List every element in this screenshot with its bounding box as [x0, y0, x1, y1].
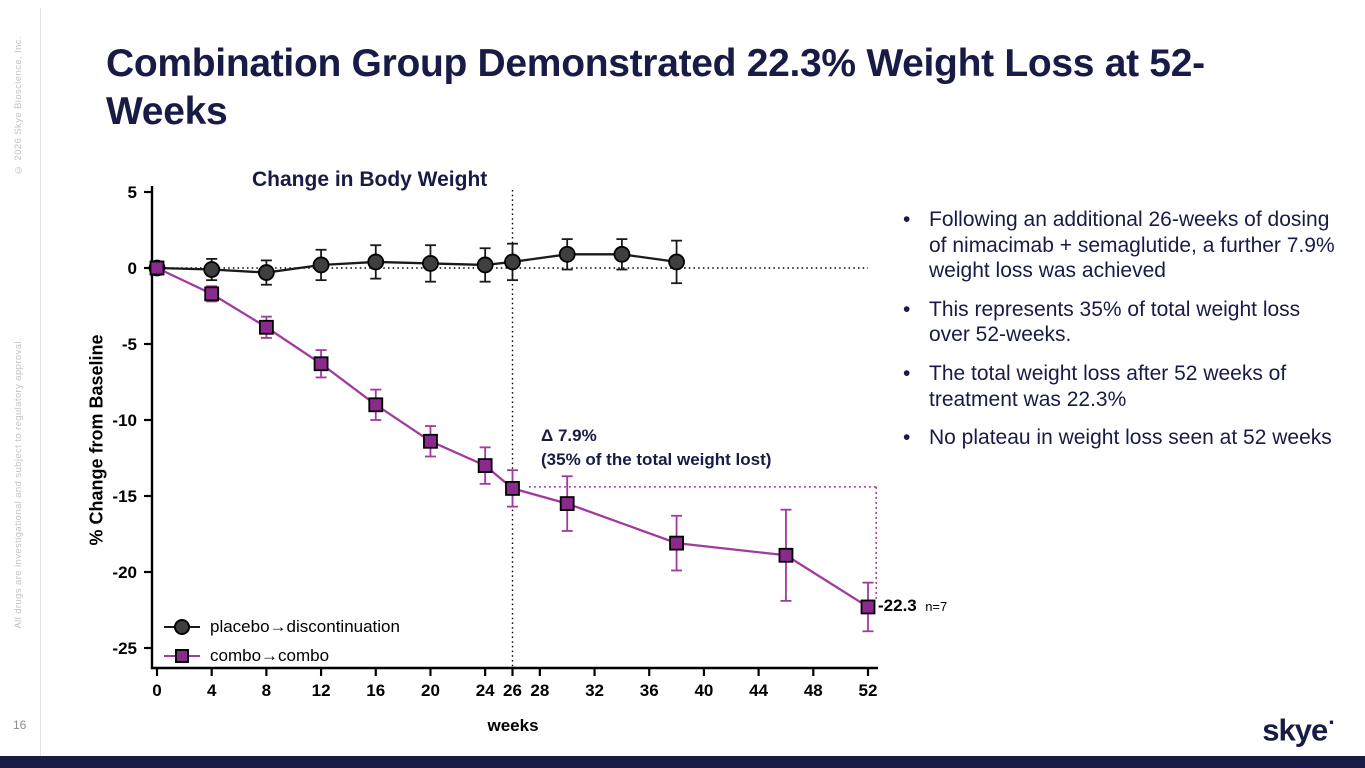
legend-label-combo: combo→combo — [210, 645, 330, 665]
bullet-item: The total weight loss after 52 weeks of … — [903, 361, 1337, 412]
bullet-item: Following an additional 26-weeks of dosi… — [903, 207, 1337, 284]
svg-text:0: 0 — [128, 259, 137, 278]
delta-annotation: Δ 7.9% (35% of the total weight lost) — [541, 424, 771, 472]
svg-text:52: 52 — [859, 681, 878, 700]
svg-text:36: 36 — [640, 681, 659, 700]
disclaimer-vertical-text: All drugs are investigational and subjec… — [13, 338, 24, 629]
svg-text:24: 24 — [476, 681, 495, 700]
legend-line-placebo — [164, 618, 200, 635]
svg-text:-10: -10 — [112, 411, 137, 430]
svg-text:16: 16 — [366, 681, 385, 700]
bottom-accent-bar — [0, 756, 1365, 768]
chart-title: Change in Body Weight — [252, 168, 488, 191]
logo-word: skye — [1262, 712, 1328, 747]
svg-text:4: 4 — [207, 681, 217, 700]
svg-text:40: 40 — [694, 681, 713, 700]
svg-text:-20: -20 — [112, 563, 137, 582]
svg-text:44: 44 — [749, 681, 768, 700]
svg-text:26: 26 — [503, 681, 522, 700]
endpoint-label: -22.3 n=7 — [878, 596, 947, 616]
svg-text:32: 32 — [585, 681, 604, 700]
legend-item-combo: combo→combo — [164, 641, 400, 670]
endpoint-value: -22.3 — [878, 596, 917, 615]
svg-text:12: 12 — [312, 681, 331, 700]
left-divider — [40, 8, 41, 756]
logo-dot: · — [1328, 708, 1336, 735]
bullet-item: No plateau in weight loss seen at 52 wee… — [903, 425, 1337, 451]
svg-text:20: 20 — [421, 681, 440, 700]
svg-text:48: 48 — [804, 681, 823, 700]
bullet-item: This represents 35% of total weight loss… — [903, 297, 1337, 348]
y-axis-title: % Change from Baseline — [86, 334, 107, 546]
skye-logo: skye· — [1262, 708, 1336, 748]
svg-text:-15: -15 — [112, 487, 137, 506]
endpoint-n: n=7 — [925, 599, 948, 614]
circle-marker-icon — [174, 618, 190, 635]
x-axis-title: weeks — [487, 716, 539, 735]
page-number: 16 — [13, 718, 27, 732]
svg-text:-5: -5 — [122, 335, 137, 354]
svg-text:5: 5 — [128, 183, 137, 202]
slide-title: Combination Group Demonstrated 22.3% Wei… — [106, 42, 1205, 133]
delta-value: Δ 7.9% — [541, 426, 597, 445]
bullet-list: Following an additional 26-weeks of dosi… — [903, 207, 1337, 464]
legend-line-combo — [164, 648, 200, 663]
delta-subtext: (35% of the total weight lost) — [541, 449, 772, 469]
legend-label-placebo: placebo→discontinuation — [210, 616, 400, 636]
svg-text:-25: -25 — [112, 639, 137, 658]
legend-item-placebo: placebo→discontinuation — [164, 612, 400, 641]
svg-text:0: 0 — [152, 681, 161, 700]
copyright-vertical-text: © 2026 Skye Bioscience, Inc. — [13, 36, 24, 175]
square-marker-icon — [175, 648, 189, 663]
svg-text:8: 8 — [262, 681, 271, 700]
chart-legend: placebo→discontinuation combo→combo — [164, 612, 400, 670]
svg-text:28: 28 — [530, 681, 549, 700]
